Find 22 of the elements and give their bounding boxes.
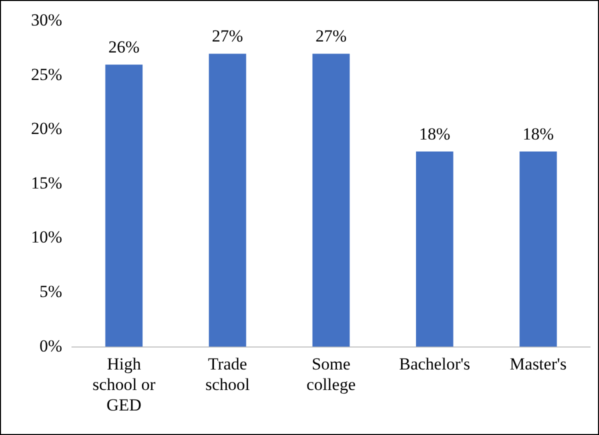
x-tick-label: Trade school xyxy=(205,354,250,394)
y-tick-label: 10% xyxy=(30,228,62,247)
bar xyxy=(105,64,143,347)
bar xyxy=(520,151,557,347)
data-label: 27% xyxy=(315,26,347,46)
data-label: 27% xyxy=(212,26,244,46)
y-tick-label: 15% xyxy=(30,173,62,192)
bar xyxy=(208,54,246,347)
y-tick-label: 5% xyxy=(39,282,62,301)
x-tick-label: High school or GED xyxy=(92,354,156,414)
x-tick-label: Some college xyxy=(306,354,356,394)
x-tick-label: Master's xyxy=(510,354,567,374)
data-label: 18% xyxy=(522,124,554,144)
bar xyxy=(312,54,350,347)
x-tick-label: Bachelor's xyxy=(399,354,470,374)
bar xyxy=(416,151,454,347)
y-tick-label: 30% xyxy=(30,10,62,30)
y-tick-label: 25% xyxy=(30,64,62,84)
y-tick-label: 0% xyxy=(39,336,62,356)
y-tick-label: 20% xyxy=(30,119,62,138)
data-label: 26% xyxy=(108,38,140,57)
data-label: 18% xyxy=(419,124,450,144)
